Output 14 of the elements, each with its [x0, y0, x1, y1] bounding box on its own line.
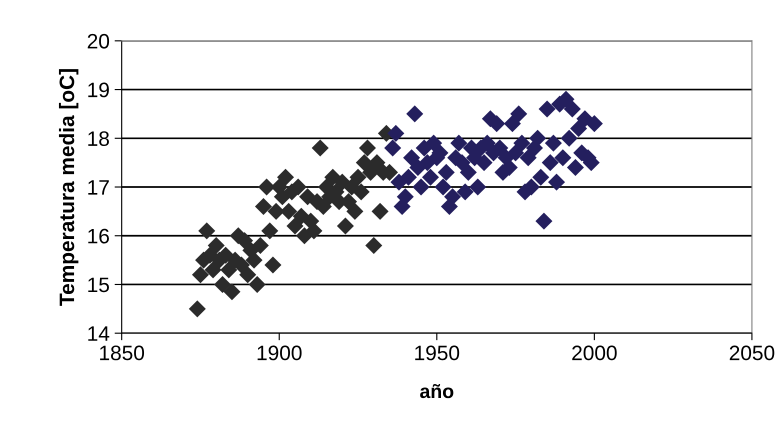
x-tick-label: 1950	[415, 346, 460, 360]
x-tick-label: 1850	[100, 346, 144, 360]
x-tick-label: 1900	[258, 346, 302, 360]
x-tick-label: 2000	[572, 346, 617, 360]
y-tick-label: 17	[88, 180, 109, 195]
y-tick-label: 20	[88, 34, 110, 49]
y-tick-label: 14	[88, 326, 110, 341]
y-tick-label: 16	[88, 228, 109, 244]
y-tick-label: 19	[88, 82, 109, 98]
y-tick-label: 15	[88, 278, 110, 292]
y-axis-title: Temperatura media [oC]	[58, 69, 78, 306]
x-tick-label: 2050	[730, 346, 774, 360]
y-tick-label: 18	[88, 131, 109, 146]
x-axis-title: año	[420, 384, 454, 398]
